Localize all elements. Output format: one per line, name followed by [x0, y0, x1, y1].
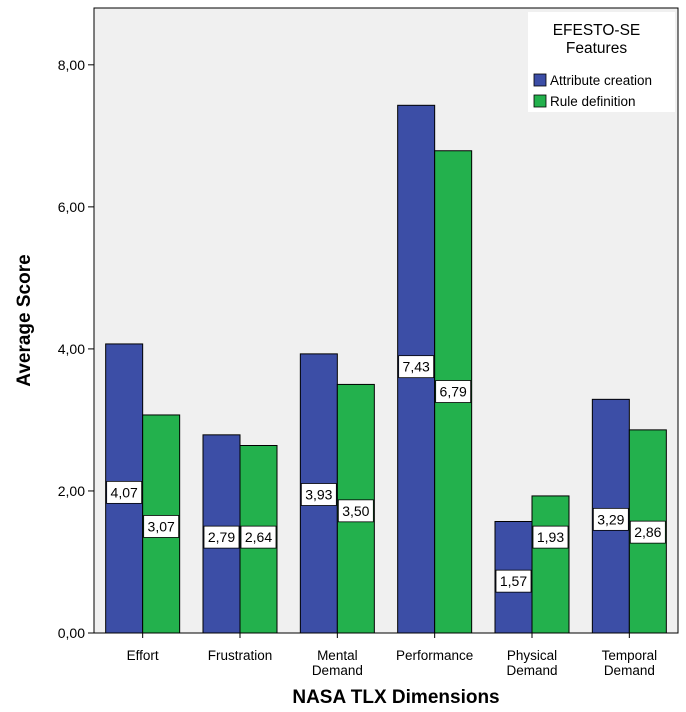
- x-tick-label: Frustration: [208, 648, 273, 663]
- data-label: 3,93: [305, 487, 332, 503]
- x-tick-label: Mental: [317, 648, 358, 663]
- y-tick-label: 6,00: [58, 199, 85, 215]
- x-tick-label: Physical: [507, 648, 557, 663]
- legend-swatch: [533, 94, 547, 108]
- data-label: 1,57: [500, 573, 527, 589]
- legend-title: EFESTO-SE: [553, 22, 641, 39]
- data-label-box: [337, 499, 374, 523]
- x-tick-label: Temporal: [602, 648, 658, 663]
- x-axis-title: NASA TLX Dimensions: [292, 687, 499, 708]
- data-label-box: [106, 480, 143, 504]
- data-label-box: [300, 483, 337, 506]
- x-tick-label: Effort: [127, 648, 159, 663]
- data-label: 6,79: [440, 384, 467, 400]
- data-label: 3,50: [342, 503, 369, 519]
- data-label-box: [398, 355, 435, 379]
- data-label: 7,43: [403, 359, 430, 375]
- legend-swatch: [533, 73, 547, 87]
- data-label-box: [203, 525, 240, 549]
- data-label-box: [435, 380, 472, 403]
- data-label: 2,79: [208, 529, 235, 545]
- bar-rule-definition: [531, 495, 570, 634]
- data-label: 2,86: [634, 524, 661, 540]
- legend-label: Rule definition: [550, 94, 636, 109]
- x-tick-label: Demand: [604, 663, 655, 678]
- y-tick-label: 8,00: [58, 57, 85, 73]
- data-label-box: [629, 520, 666, 544]
- data-label: 3,29: [597, 511, 624, 527]
- y-tick-label: 2,00: [58, 483, 85, 499]
- x-tick-label: Performance: [396, 648, 473, 663]
- data-label: 3,07: [148, 518, 175, 534]
- legend-box: [528, 12, 675, 112]
- data-label-box: [495, 569, 532, 593]
- data-label-box: [240, 525, 277, 549]
- x-tick-label: Demand: [506, 663, 557, 678]
- plot-area: [93, 7, 679, 634]
- legend-label: Attribute creation: [550, 73, 652, 88]
- data-label-box: [143, 515, 180, 538]
- data-label: 4,07: [111, 484, 138, 500]
- y-tick-label: 4,00: [58, 341, 85, 357]
- y-axis-title: Average Score: [14, 254, 35, 386]
- x-tick-label: Demand: [312, 663, 363, 678]
- y-tick-label: 0,00: [58, 625, 85, 641]
- data-label: 2,64: [245, 529, 272, 545]
- legend-title: Features: [566, 40, 627, 57]
- data-label: 1,93: [537, 529, 564, 545]
- data-label-box: [532, 525, 569, 549]
- data-label-box: [592, 507, 629, 531]
